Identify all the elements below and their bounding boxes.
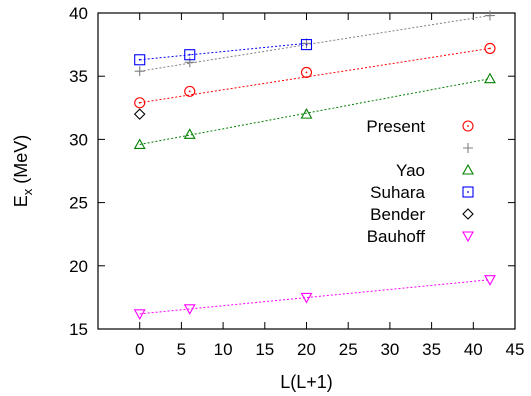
y-tick-label: 15 bbox=[69, 320, 88, 339]
axes: 0 5 10 15 20 25 30 35 40 45 15 20 25 30 35 40 bbox=[69, 4, 524, 359]
data-point-square-dot bbox=[188, 53, 191, 56]
x-tick-label: 40 bbox=[464, 340, 483, 359]
data-point-circle bbox=[184, 85, 196, 97]
y-tick-label: 35 bbox=[69, 67, 88, 86]
fit-line-5 bbox=[139, 279, 491, 315]
y-tick-label: 40 bbox=[69, 4, 88, 23]
data-markers bbox=[133, 10, 496, 320]
x-tick-label: 45 bbox=[506, 340, 525, 359]
fit-lines bbox=[139, 15, 491, 315]
data-point-circle-dot bbox=[188, 90, 191, 93]
legend: Present Yao Suhara Bender Bauhoff bbox=[366, 117, 474, 246]
data-point-circle-ring bbox=[300, 66, 313, 78]
data-point-square bbox=[300, 39, 313, 51]
fit-line-2 bbox=[139, 78, 491, 145]
data-point-circle-dot bbox=[305, 71, 308, 74]
legend-marker-triangle-up bbox=[462, 163, 474, 175]
legend-marker-circle bbox=[462, 120, 474, 132]
y-tick-label: 20 bbox=[69, 257, 88, 276]
legend-label: Present bbox=[366, 117, 425, 136]
data-point-square-dot bbox=[305, 43, 308, 46]
data-point-circle-ring bbox=[484, 42, 496, 54]
data-point-triangle-down bbox=[484, 275, 496, 286]
data-point-plus bbox=[184, 57, 195, 68]
legend-label: Bauhoff bbox=[367, 227, 426, 246]
fit-line-3 bbox=[139, 42, 307, 61]
x-tick-label: 25 bbox=[339, 340, 358, 359]
x-tick-label: 5 bbox=[177, 340, 186, 359]
data-point-plus bbox=[134, 66, 145, 77]
data-point-square-box bbox=[134, 54, 146, 66]
data-point-square-dot bbox=[138, 58, 141, 61]
legend-marker-square bbox=[462, 186, 474, 198]
data-point-square bbox=[184, 49, 196, 61]
plot-frame bbox=[97, 12, 516, 330]
data-point-circle-ring bbox=[184, 85, 196, 97]
data-point-square-box bbox=[300, 39, 313, 51]
legend-marker-triangle-down bbox=[462, 231, 474, 243]
x-tick-label: 35 bbox=[422, 340, 441, 359]
legend-marker-circle-dot bbox=[467, 125, 469, 127]
data-point-circle-dot bbox=[489, 47, 491, 50]
x-axis-label: L(L+1) bbox=[280, 372, 333, 392]
data-point-circle bbox=[484, 42, 496, 54]
data-point-triangle-up bbox=[183, 128, 196, 139]
x-tick-label: 0 bbox=[135, 340, 144, 359]
legend-marker-plus bbox=[463, 143, 473, 153]
y-tick-label: 30 bbox=[69, 130, 88, 149]
fit-line-1 bbox=[139, 15, 491, 72]
data-point-diamond bbox=[133, 108, 146, 120]
legend-marker-square-box bbox=[462, 186, 474, 198]
legend-label: Yao bbox=[396, 161, 425, 180]
x-tick-label: 10 bbox=[214, 340, 233, 359]
data-point-triangle-down bbox=[300, 292, 313, 304]
data-point-circle bbox=[300, 66, 313, 78]
fit-line-0 bbox=[139, 47, 491, 104]
legend-marker-diamond bbox=[462, 208, 474, 220]
x-tick-label: 30 bbox=[380, 340, 399, 359]
x-tick-label: 15 bbox=[255, 340, 274, 359]
y-tick-label: 25 bbox=[69, 194, 88, 213]
data-point-circle-dot bbox=[138, 101, 141, 104]
data-point-triangle-down bbox=[133, 309, 146, 320]
data-point-plus bbox=[484, 10, 495, 21]
legend-marker-circle-ring bbox=[462, 120, 474, 132]
legend-label: Suhara bbox=[370, 183, 425, 202]
data-point-circle bbox=[134, 97, 146, 109]
legend-marker-square-dot bbox=[467, 191, 469, 193]
data-point-square bbox=[134, 54, 146, 66]
data-point-triangle-down bbox=[183, 304, 196, 315]
data-point-triangle-up bbox=[133, 138, 146, 150]
data-point-triangle-up bbox=[484, 72, 496, 84]
data-point-triangle-up bbox=[300, 107, 313, 119]
legend-label: Bender bbox=[370, 205, 425, 224]
y-axis-label: Ex (MeV) bbox=[11, 135, 35, 208]
x-tick-label: 20 bbox=[297, 340, 316, 359]
data-point-square-box bbox=[184, 49, 196, 61]
data-point-circle-ring bbox=[134, 97, 146, 109]
